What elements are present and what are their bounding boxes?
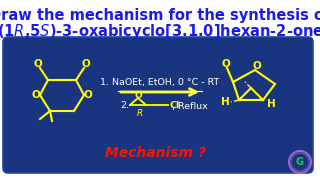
- Text: O: O: [82, 59, 90, 69]
- Text: H: H: [220, 97, 229, 107]
- Text: G: G: [296, 157, 304, 167]
- Text: 2.: 2.: [120, 102, 129, 111]
- Text: , Reflux: , Reflux: [172, 102, 208, 111]
- Text: 1. NaOEt, EtOH, 0 °C - RT: 1. NaOEt, EtOH, 0 °C - RT: [100, 78, 220, 87]
- Text: O: O: [252, 61, 261, 71]
- FancyBboxPatch shape: [3, 37, 313, 173]
- Text: O: O: [84, 90, 92, 100]
- Text: O: O: [222, 59, 230, 69]
- Text: $\it{R}$: $\it{R}$: [136, 107, 144, 118]
- Text: Draw the mechanism for the synthesis of: Draw the mechanism for the synthesis of: [0, 8, 320, 23]
- Text: H: H: [267, 99, 276, 109]
- Text: Cl: Cl: [170, 100, 180, 109]
- Text: O: O: [34, 59, 42, 69]
- Text: (1$\it{R}$,5$\it{S}$)-3-oxabicyclo[3.1.0]hexan-2-one: (1$\it{R}$,5$\it{S}$)-3-oxabicyclo[3.1.0…: [0, 22, 320, 41]
- Text: O: O: [32, 90, 40, 100]
- Text: O: O: [134, 91, 142, 100]
- Text: Mechanism ?: Mechanism ?: [105, 146, 205, 160]
